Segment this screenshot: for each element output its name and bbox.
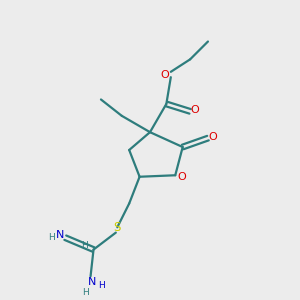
Text: O: O bbox=[160, 70, 169, 80]
Text: N: N bbox=[56, 230, 64, 240]
Text: O: O bbox=[190, 105, 199, 115]
Text: H: H bbox=[81, 241, 87, 250]
Text: H: H bbox=[98, 281, 105, 290]
Text: S: S bbox=[114, 221, 121, 234]
Text: O: O bbox=[177, 172, 186, 182]
Text: H: H bbox=[49, 233, 55, 242]
Text: N: N bbox=[88, 277, 96, 287]
Text: O: O bbox=[208, 132, 217, 142]
Text: H: H bbox=[82, 288, 88, 297]
